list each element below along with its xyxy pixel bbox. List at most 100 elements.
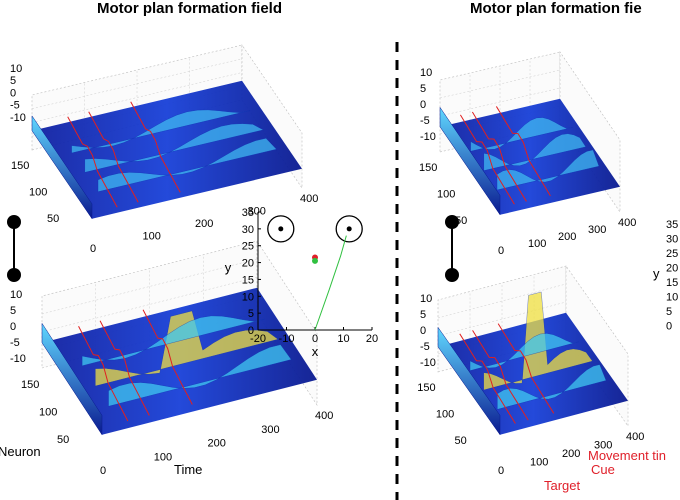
z-tick-label: -5 [420,115,430,127]
neuron-tick-label: 100 [436,409,454,421]
time-tick-label: 200 [195,218,213,230]
time-tick-label: 100 [528,238,546,250]
y-tick-label: 35 [242,207,254,219]
neuron-tick-label: 50 [57,434,69,446]
y-tick-label-partial: 25 [666,248,678,260]
time-tick-label: 300 [248,206,266,218]
z-tick-label: 0 [420,99,426,111]
z-tick-label: 5 [10,75,16,87]
grid-line [41,258,258,315]
surface-ridge [84,123,264,173]
z-tick-label: 0 [10,321,16,333]
z-tick-label: 10 [420,67,432,79]
neuron-tick-label: 100 [437,189,455,201]
neuron-tick-label: 150 [417,382,435,394]
cue-line-2 [130,101,181,193]
y-tick-label: 0 [248,325,254,337]
neuron-tick-label: 100 [29,187,47,199]
neuron-tick-label: 50 [455,435,467,447]
time-tick-label: 200 [208,438,226,450]
connector-dot-top-0 [7,215,21,229]
cue-line-1 [99,320,150,416]
time-tick-label: 400 [626,431,644,443]
cue-line-2 [495,106,551,197]
y-tick-label: 20 [242,258,254,270]
connector-dot-bottom-0 [7,268,21,282]
y-tick-label-partial: 5 [666,306,672,318]
annotation-movement: Movement tin [588,448,666,463]
hand-point-1 [312,257,318,264]
surface-front-wall [31,115,93,220]
time-tick-label: 100 [154,451,172,463]
y-tick-label-partial: 0 [666,321,672,333]
y-tick-label-partial: 20 [666,263,678,275]
time-tick-label: 0 [90,243,96,255]
target-circle-1 [335,215,363,243]
z-tick-label: -5 [10,337,20,349]
time-tick-label: 300 [594,440,612,452]
surface-ridge [470,117,573,152]
connector-dot-bottom-1 [445,268,459,282]
annotation-target: Target [544,478,581,493]
y-tick-label: 25 [242,241,254,253]
z-tick-label: 5 [420,309,426,321]
surface-ridge [496,149,600,191]
y-axis-label: y [225,260,232,275]
cue-line-0 [78,326,129,422]
grid-line [439,69,561,99]
neuron-tick-label: 100 [39,406,57,418]
z-tick-label: 0 [10,87,16,99]
grid-line [41,276,258,333]
z-tick-label: -10 [10,353,26,365]
time-tick-label: 400 [300,193,318,205]
x-tick-label: 0 [312,333,318,345]
neuron-tick-label: 50 [47,213,59,225]
z-tick-label: -10 [420,131,436,143]
grid-line [439,87,561,117]
x-tick-label: 10 [337,333,349,345]
right-panel-title: Motor plan formation fie [470,0,642,17]
neuron-tick-label: 150 [21,379,39,391]
neuron-tick-label: 150 [419,162,437,174]
cue-line-1 [88,111,139,203]
annotation-cue: Cue [591,462,615,477]
z-tick-label: -10 [420,357,436,369]
y-axis-label-partial: y [653,266,660,281]
target-center-1 [346,226,352,232]
z-tick-label: 5 [420,83,426,95]
surface-ridge [108,344,292,407]
time-tick-label: 0 [100,465,106,477]
neuron-axis-label: Neuron [0,444,41,459]
z-tick-label: 10 [10,289,22,301]
left-panel-title: Motor plan formation field [97,0,282,17]
time-tick-label: 100 [530,457,548,469]
time-tick-label: 0 [498,245,504,257]
y-tick-label: 10 [242,291,254,303]
neuron-tick-label: 150 [11,160,29,172]
y-tick-label: 30 [242,224,254,236]
cue-line-2 [142,309,193,405]
z-tick-label: -10 [10,112,26,124]
time-tick-label: 100 [143,231,161,243]
time-tick-label: 400 [618,217,636,229]
time-tick-label: 300 [261,424,279,436]
cue-line-0 [67,116,118,208]
y-tick-label-partial: 10 [666,292,678,304]
connector-dot-top-1 [445,215,459,229]
time-tick-label: 0 [498,465,504,477]
surface-front-wall [41,322,103,436]
x-axis-label: x [312,344,319,359]
z-tick-label: 10 [10,63,22,75]
cue-line-0 [459,333,516,424]
z-tick-label: -5 [10,100,20,112]
time-axis-label: Time [174,462,202,477]
cue-line-2 [497,323,555,414]
y-tick-label: 5 [248,308,254,320]
target-circle-0 [267,215,295,243]
